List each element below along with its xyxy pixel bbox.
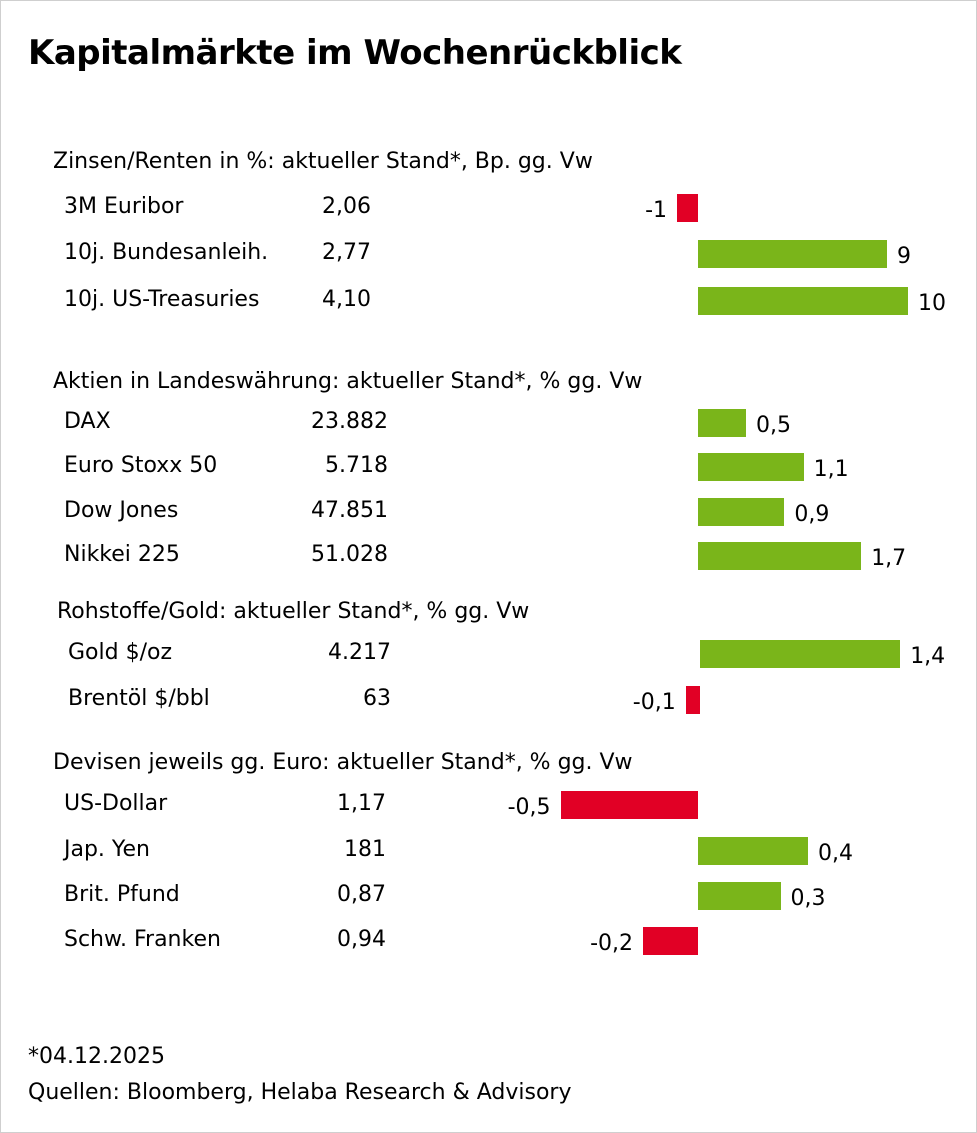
bar-positive [700, 640, 901, 668]
change-label: 1,1 [813, 457, 849, 482]
bar-negative [643, 927, 698, 955]
change-label: -1 [645, 198, 667, 223]
bar-positive [698, 287, 908, 315]
change-label: 1,4 [910, 644, 946, 669]
bar-negative [685, 686, 700, 714]
level-value: 2,06 [322, 194, 371, 219]
change-label: 10 [918, 291, 946, 316]
level-value: 4.217 [328, 640, 391, 665]
section-header: Zinsen/Renten in %: aktueller Stand*, Bp… [53, 149, 593, 174]
row-label: Jap. Yen [64, 837, 150, 862]
level-value: 2,77 [322, 240, 371, 265]
change-label: 1,7 [871, 546, 907, 571]
level-value: 4,10 [322, 287, 371, 312]
change-label: 0,3 [790, 886, 826, 911]
change-label: 9 [897, 244, 911, 269]
bar-positive [698, 542, 862, 570]
row-label: Dow Jones [64, 498, 179, 523]
level-value: 5.718 [325, 453, 388, 478]
bar-negative [677, 194, 698, 222]
chart-title: Kapitalmärkte im Wochenrückblick [28, 33, 682, 73]
bar-negative [560, 791, 698, 819]
change-label: 0,5 [756, 413, 791, 438]
bar-positive [698, 409, 746, 437]
bar-positive [698, 498, 785, 526]
row-label: DAX [64, 409, 111, 434]
level-value: 0,94 [337, 927, 386, 952]
change-label: -0,1 [632, 690, 676, 715]
level-value: 63 [363, 686, 391, 711]
level-value: 23.882 [311, 409, 388, 434]
row-label: Euro Stoxx 50 [64, 453, 218, 478]
bar-positive [698, 882, 781, 910]
source-note: Quellen: Bloomberg, Helaba Research & Ad… [28, 1080, 572, 1105]
bar-positive [698, 453, 804, 481]
level-value: 51.028 [311, 542, 388, 567]
level-value: 181 [344, 837, 386, 862]
row-label: Gold $/oz [68, 640, 172, 665]
level-value: 1,17 [337, 791, 386, 816]
change-label: -0,5 [507, 795, 551, 820]
section-header: Rohstoffe/Gold: aktueller Stand*, % gg. … [57, 599, 530, 624]
row-label: 10j. Bundesanleih. [64, 240, 269, 265]
level-value: 47.851 [311, 498, 388, 523]
row-label: Nikkei 225 [64, 542, 180, 567]
bar-positive [698, 240, 887, 268]
section-header: Aktien in Landeswährung: aktueller Stand… [53, 369, 643, 394]
row-label: Brentöl $/bbl [68, 686, 210, 711]
change-label: -0,2 [590, 931, 633, 956]
section-header: Devisen jeweils gg. Euro: aktueller Stan… [53, 750, 633, 775]
row-label: 3M Euribor [64, 194, 184, 219]
row-label: Schw. Franken [64, 927, 221, 952]
row-label: 10j. US-Treasuries [64, 287, 260, 312]
row-label: Brit. Pfund [64, 882, 180, 907]
level-value: 0,87 [337, 882, 386, 907]
bar-positive [698, 837, 808, 865]
footnote: *04.12.2025 [28, 1044, 165, 1069]
change-label: 0,9 [794, 502, 830, 527]
change-label: 0,4 [818, 841, 853, 866]
row-label: US-Dollar [64, 791, 168, 816]
